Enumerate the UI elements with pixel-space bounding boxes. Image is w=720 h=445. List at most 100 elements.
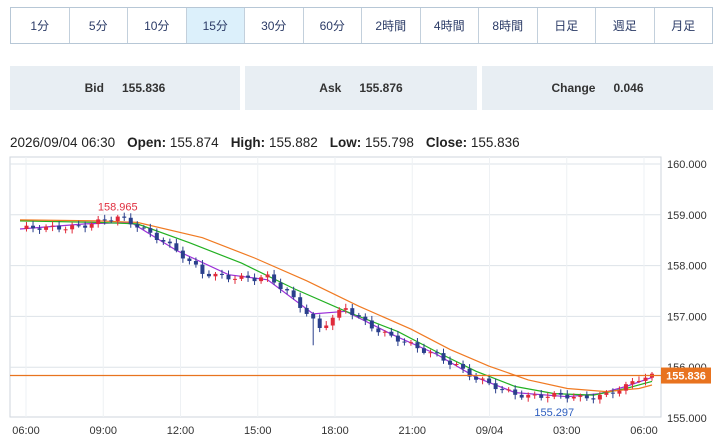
close-value: 155.836 <box>470 135 520 150</box>
candle-body <box>89 224 94 228</box>
candle-body <box>278 282 283 290</box>
tab-10min[interactable]: 10分 <box>128 8 187 43</box>
grid-lines <box>10 157 661 417</box>
x-tick-label: 15:00 <box>244 425 272 437</box>
candle-body <box>389 331 394 336</box>
low-label: Low: <box>329 135 362 150</box>
x-tick-label: 18:00 <box>321 425 349 437</box>
candle-body <box>233 278 238 280</box>
candle-body <box>154 232 159 240</box>
candle-body <box>408 342 413 344</box>
candle-body <box>363 316 368 321</box>
moving-average-line <box>19 219 653 393</box>
x-axis: 06:00 09:00 12:00 15:00 18:00 21:00 09/04 03:00… <box>12 425 658 437</box>
candle-body <box>395 335 400 342</box>
candle-body <box>584 395 589 399</box>
candle-body <box>356 315 361 317</box>
current-price-label: 155.836 <box>666 371 706 383</box>
candle-body <box>128 217 133 225</box>
bid-value: 155.836 <box>121 81 166 95</box>
x-tick-label: 12:00 <box>167 425 195 437</box>
candle-body <box>610 392 615 394</box>
ask-label: Ask <box>319 81 342 95</box>
candle-body <box>298 297 303 308</box>
candle-body <box>180 250 185 259</box>
candle-body <box>506 389 511 391</box>
candle-body <box>324 325 329 328</box>
candle-body <box>630 381 635 385</box>
tab-15min[interactable]: 15分 <box>186 8 245 43</box>
candle-body <box>57 225 62 230</box>
y-tick-label: 158.000 <box>667 261 707 273</box>
candle-body <box>519 394 524 398</box>
candle-body <box>617 390 622 394</box>
candle-body <box>552 392 557 397</box>
tab-4hour[interactable]: 4時間 <box>421 8 479 43</box>
candle-body <box>122 216 127 218</box>
high-value: 155.882 <box>268 135 318 150</box>
candle-body <box>558 392 563 395</box>
candle-body <box>493 383 498 390</box>
candle-body <box>428 352 433 354</box>
candle-body <box>526 394 531 398</box>
candle-body <box>487 378 492 384</box>
candle-body <box>402 341 407 343</box>
current-price-line: 155.836 <box>10 367 711 384</box>
candle-body <box>206 273 211 277</box>
candle-body <box>50 225 55 227</box>
tab-30min[interactable]: 30分 <box>245 8 304 43</box>
candle-body <box>44 226 49 230</box>
candle-body <box>31 225 36 229</box>
tab-1min[interactable]: 1分 <box>11 8 70 43</box>
candle-body <box>467 368 472 377</box>
candle-body <box>461 363 466 369</box>
tab-daily[interactable]: 日足 <box>538 8 596 43</box>
x-tick-label: 06:00 <box>630 425 658 437</box>
tab-8hour[interactable]: 8時間 <box>479 8 538 43</box>
candle-body <box>265 274 270 278</box>
candle-body <box>200 264 205 274</box>
bid-panel: Bid 155.836 <box>10 66 240 110</box>
ask-panel: Ask 155.876 <box>245 66 477 110</box>
candle-body <box>532 394 537 396</box>
tab-2hour[interactable]: 2時間 <box>362 8 421 43</box>
ohlc-info: 2026/09/04 06:30 Open: 155.874 High: 155.8… <box>10 135 520 150</box>
ask-value: 155.876 <box>359 81 403 95</box>
candle-body <box>415 342 420 349</box>
candle-body <box>454 363 459 365</box>
candle-body <box>115 216 120 222</box>
candle-body <box>317 318 322 328</box>
tab-5min[interactable]: 5分 <box>70 8 128 43</box>
candle-body <box>597 394 602 400</box>
candle-body <box>539 394 544 398</box>
tab-60min[interactable]: 60分 <box>304 8 362 43</box>
high-marker-label: 158.965 <box>98 202 138 214</box>
open-label: Open: <box>127 135 167 150</box>
candle-body <box>24 225 29 230</box>
candle-body <box>591 398 596 400</box>
candle-body <box>37 228 42 230</box>
tab-weekly[interactable]: 週足 <box>596 8 655 43</box>
x-tick-label: 06:00 <box>12 425 40 437</box>
candle-body <box>636 380 641 382</box>
candle-body <box>70 225 75 230</box>
change-panel: Change 0.046 <box>482 66 713 110</box>
x-tick-label: 09/04 <box>476 425 504 437</box>
candle-body <box>226 274 231 280</box>
y-tick-label: 155.000 <box>667 413 707 425</box>
candle-body <box>174 243 179 251</box>
candle-body <box>102 219 107 221</box>
candle-body <box>513 389 518 395</box>
price-chart[interactable]: 155.000156.000157.000158.000159.000160.0… <box>0 150 720 445</box>
candle-body <box>571 396 576 399</box>
candle-body <box>63 229 68 231</box>
candle-body <box>448 360 453 365</box>
tab-monthly[interactable]: 月足 <box>671 19 696 33</box>
low-value: 155.798 <box>365 135 414 150</box>
ohlc-datetime: 2026/09/04 06:30 <box>10 135 116 150</box>
candle-body <box>148 228 153 233</box>
candle-body <box>434 352 439 354</box>
timeframe-tabs: 1分 5分 10分 15分 30分 60分 2時間 4時間 8時間 日足 週足 … <box>10 7 713 44</box>
candle-body <box>643 377 648 381</box>
candle-body <box>259 277 264 282</box>
